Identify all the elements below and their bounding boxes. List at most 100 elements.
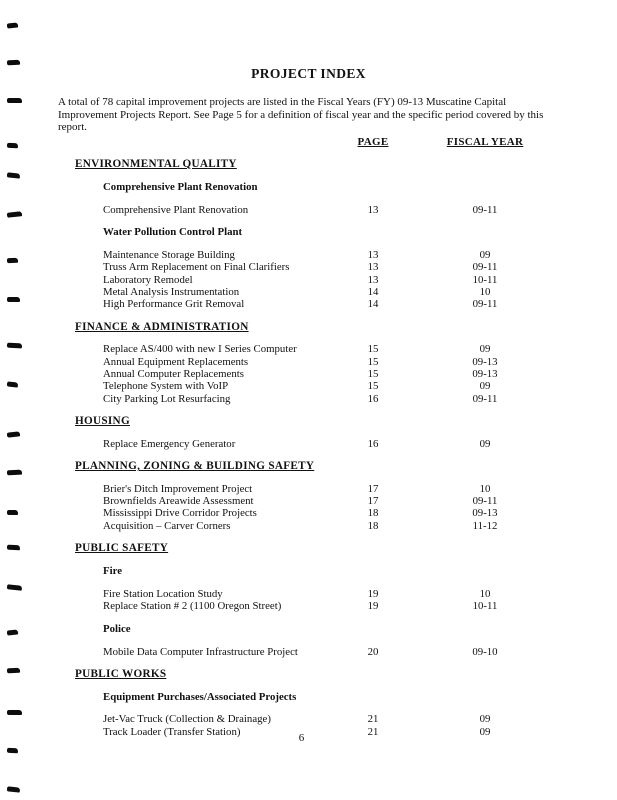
project-fiscal-year: 09-13 [472, 368, 498, 381]
section-heading: HOUSING [75, 414, 130, 427]
binding-hole-mark [6, 381, 19, 388]
project-page-number: 19 [367, 587, 379, 600]
binding-hole-mark [6, 667, 21, 674]
page-number: 6 [298, 732, 305, 744]
binding-hole-mark [6, 142, 19, 149]
section: PLANNING, ZONING & BUILDING SAFETY Brier'… [75, 460, 545, 532]
section: PUBLIC WORKS Equipment Purchases/Associat… [75, 668, 545, 738]
binding-hole-mark [7, 297, 20, 302]
project-name: Maintenance Storage Building [103, 249, 235, 262]
project-page-number: 13 [367, 249, 379, 262]
project-name: Mobile Data Computer Infrastructure Proj… [103, 645, 298, 658]
column-header-page: PAGE [357, 136, 389, 148]
project-fiscal-year: 10 [479, 587, 491, 600]
project-page-number: 18 [367, 519, 379, 532]
section-heading: ENVIRONMENTAL QUALITY [75, 158, 237, 170]
project-page-number: 13 [367, 273, 379, 286]
subsection-heading: Equipment Purchases/Associated Projects [103, 690, 297, 703]
project-page-number: 21 [367, 713, 379, 726]
project-page-number: 17 [367, 482, 379, 495]
project-page-number: 14 [367, 286, 379, 299]
project-fiscal-year: 09-11 [472, 298, 498, 311]
binding-hole-mark [7, 710, 22, 715]
binding-hole-mark [6, 629, 19, 636]
project-page-number: 18 [367, 507, 379, 520]
project-row: Telephone System with VoIP 15 09 [75, 380, 545, 392]
binding-hole-mark [6, 172, 21, 179]
subsection-heading: Water Pollution Control Plant [103, 226, 243, 239]
project-row: Annual Equipment Replacements 15 09-13 [75, 356, 545, 368]
project-list: Fire Station Location Study 19 10 Replace S… [75, 588, 545, 613]
section: HOUSING Replace Emergency Generator 16 09 [75, 415, 545, 450]
project-fiscal-year: 10-11 [472, 273, 498, 286]
project-fiscal-year: 10-11 [472, 599, 498, 612]
section: PUBLIC SAFETY Fire Fire Station Location S… [75, 542, 545, 658]
project-name: Metal Analysis Instrumentation [103, 286, 240, 299]
project-row: Mississippi Drive Corridor Projects 18 09-… [75, 507, 545, 519]
project-page-number: 17 [367, 495, 379, 508]
subsection-heading: Fire [103, 564, 122, 577]
section-heading: PUBLIC SAFETY [75, 542, 169, 555]
project-name: Brownfields Areawide Assessment [103, 495, 254, 508]
project-row: Replace Station # 2 (1100 Oregon Street)… [75, 600, 545, 612]
project-index-list: ENVIRONMENTAL QUALITY Comprehensive Plant… [75, 158, 545, 738]
binding-hole-mark [7, 510, 18, 515]
project-name: Mississippi Drive Corridor Projects [103, 507, 257, 520]
binding-hole-mark [6, 431, 21, 438]
binding-hole-mark [6, 544, 21, 551]
binding-hole-mark [6, 59, 21, 66]
project-list: Mobile Data Computer Infrastructure Proj… [75, 646, 545, 658]
subsection-heading: Comprehensive Plant Renovation [103, 180, 258, 193]
project-row: Track Loader (Transfer Station) 21 09 [75, 726, 545, 738]
project-name: Replace Station # 2 (1100 Oregon Street) [103, 599, 282, 612]
project-page-number: 21 [367, 725, 379, 738]
section: ENVIRONMENTAL QUALITY Comprehensive Plant… [75, 158, 545, 311]
project-name: Telephone System with VoIP [103, 380, 229, 393]
project-list: Replace Emergency Generator 16 09 [75, 438, 545, 450]
project-name: Replace AS/400 with new I Series Compute… [103, 343, 297, 356]
project-name: High Performance Grit Removal [103, 298, 245, 311]
project-fiscal-year: 09-11 [472, 392, 498, 405]
project-name: Jet-Vac Truck (Collection & Drainage) [103, 713, 271, 726]
project-row: Replace Emergency Generator 16 09 [75, 438, 545, 450]
project-fiscal-year: 09-13 [472, 355, 498, 368]
binding-hole-mark [6, 211, 23, 218]
project-name: Comprehensive Plant Renovation [103, 203, 249, 216]
project-page-number: 15 [367, 380, 379, 393]
project-name: Laboratory Remodel [103, 273, 193, 286]
binding-hole-mark [6, 584, 23, 591]
index-content: PAGE FISCAL YEAR ENVIRONMENTAL QUALITY Co… [75, 136, 545, 738]
project-page-number: 15 [367, 355, 379, 368]
project-list: Brier's Ditch Improvement Project 17 10 Bro… [75, 483, 545, 532]
project-fiscal-year: 09 [479, 343, 491, 356]
project-name: Annual Equipment Replacements [103, 355, 249, 368]
project-row: Annual Computer Replacements 15 09-13 [75, 368, 545, 380]
project-fiscal-year: 10 [479, 286, 491, 299]
project-page-number: 15 [367, 343, 379, 356]
project-name: Fire Station Location Study [103, 587, 223, 600]
project-row: Brier's Ditch Improvement Project 17 10 [75, 483, 545, 495]
column-header-fiscal-year: FISCAL YEAR [446, 136, 524, 148]
project-fiscal-year: 10 [479, 482, 491, 495]
project-row: City Parking Lot Resurfacing 16 09-11 [75, 393, 545, 405]
project-page-number: 13 [367, 261, 379, 274]
project-fiscal-year: 09 [479, 249, 491, 262]
project-row: Metal Analysis Instrumentation 14 10 [75, 286, 545, 298]
binding-hole-mark [6, 257, 19, 264]
project-row: Mobile Data Computer Infrastructure Proj… [75, 646, 545, 658]
project-name: Brier's Ditch Improvement Project [103, 482, 253, 495]
project-list: Replace AS/400 with new I Series Compute… [75, 343, 545, 404]
project-fiscal-year: 09-11 [472, 203, 498, 216]
project-fiscal-year: 09 [479, 437, 491, 450]
project-list: Maintenance Storage Building 13 09 Truss Ar… [75, 249, 545, 310]
project-page-number: 20 [367, 645, 379, 658]
project-name: Replace Emergency Generator [103, 437, 236, 450]
binding-hole-mark [7, 98, 22, 103]
project-fiscal-year: 09-13 [472, 507, 498, 520]
column-headers-row: PAGE FISCAL YEAR [75, 136, 545, 148]
project-name: City Parking Lot Resurfacing [103, 392, 231, 405]
project-row: Comprehensive Plant Renovation 13 09-11 [75, 204, 545, 216]
section-heading: FINANCE & ADMINISTRATION [75, 320, 249, 333]
project-page-number: 16 [367, 437, 379, 450]
